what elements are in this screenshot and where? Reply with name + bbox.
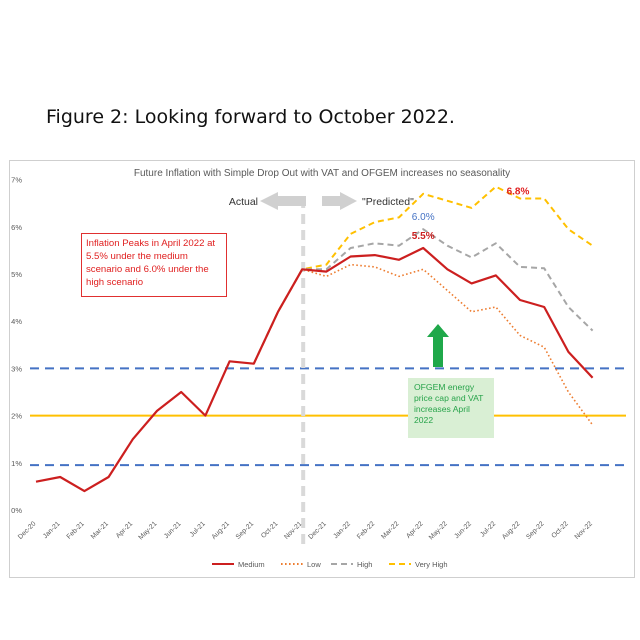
x-tick-label: Apr-21 — [115, 520, 135, 540]
y-tick-label: 2% — [11, 412, 22, 421]
legend-label: Very High — [415, 560, 448, 569]
y-tick-label: 4% — [11, 317, 22, 326]
y-tick-label: 0% — [11, 506, 22, 515]
series-line-very-high — [252, 185, 594, 365]
y-tick-label: 1% — [11, 459, 22, 468]
legend-label: Medium — [238, 560, 265, 569]
x-tick-label: Dec-21 — [307, 520, 328, 541]
data-label: 6.8% — [507, 186, 530, 197]
x-tick-label: Jun-21 — [163, 520, 183, 540]
predicted-label: "Predicted" — [362, 196, 414, 208]
x-tick-label: Apr-22 — [405, 520, 425, 540]
actual-arrow-icon — [260, 192, 306, 210]
x-tick-label: Nov-21 — [283, 520, 304, 541]
x-tick-label: Jan-22 — [332, 520, 352, 540]
y-tick-label: 7% — [11, 176, 22, 185]
y-tick-label: 5% — [11, 270, 22, 279]
actual-label: Actual — [229, 196, 258, 208]
x-tick-label: Feb-22 — [356, 520, 376, 540]
legend-label: Low — [307, 560, 321, 569]
predicted-arrow-icon — [322, 192, 357, 210]
x-tick-label: Jan-21 — [42, 520, 62, 540]
y-tick-label: 3% — [11, 364, 22, 373]
data-label: 5.5% — [412, 231, 435, 242]
x-tick-label: Mar-21 — [90, 520, 110, 540]
x-tick-label: Dec-20 — [17, 520, 38, 541]
x-tick-label: Nov-22 — [574, 520, 595, 541]
up-arrow-icon — [427, 324, 449, 367]
x-tick-label: May-21 — [137, 520, 158, 541]
x-tick-label: Feb-21 — [66, 520, 86, 540]
x-tick-label: Aug-21 — [211, 520, 232, 541]
x-tick-label: Aug-22 — [501, 520, 522, 541]
chart-title: Future Inflation with Simple Drop Out wi… — [134, 168, 510, 179]
x-tick-label: Jul-21 — [189, 520, 207, 538]
figure-caption: Figure 2: Looking forward to October 202… — [46, 106, 455, 128]
series-line-medium — [35, 246, 594, 493]
y-tick-label: 6% — [11, 223, 22, 232]
x-tick-label: Oct-21 — [260, 520, 280, 540]
peak-annotation: Inflation Peaks in April 2022 at 5.5% un… — [81, 233, 227, 297]
ofgem-annotation: OFGEM energy price cap and VAT increases… — [408, 378, 494, 438]
x-tick-label: Oct-22 — [550, 520, 570, 540]
x-tick-label: Mar-22 — [380, 520, 400, 540]
x-tick-label: Jun-22 — [453, 520, 473, 540]
x-tick-label: Sep-22 — [525, 520, 546, 541]
x-tick-label: Sep-21 — [235, 520, 256, 541]
data-label: 6.0% — [412, 212, 435, 223]
x-tick-label: Jul-22 — [479, 520, 497, 538]
legend-label: High — [357, 560, 372, 569]
x-tick-label: May-22 — [428, 520, 449, 541]
